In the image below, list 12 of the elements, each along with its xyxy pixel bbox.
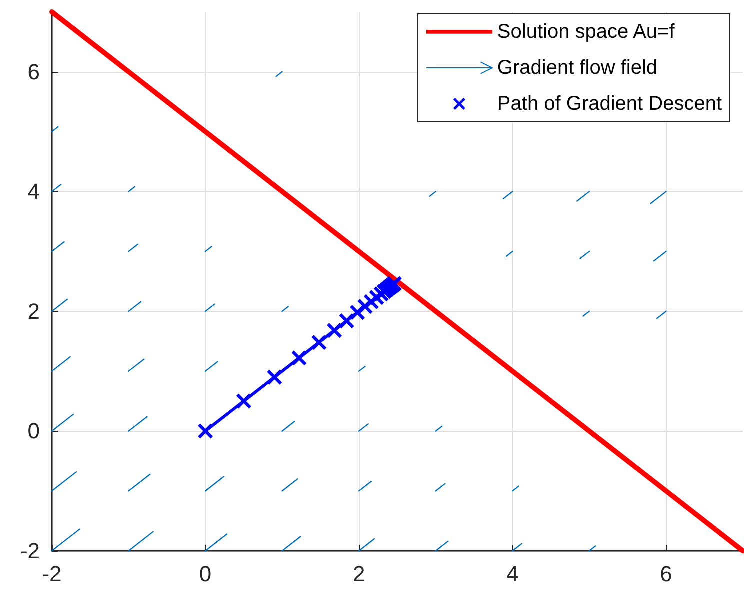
y-tick-label: -2: [20, 538, 40, 564]
y-tick-label: 6: [28, 59, 40, 84]
y-tick-label: 0: [28, 418, 40, 444]
x-tick-label: 2: [352, 562, 366, 586]
x-tick-label: 0: [199, 562, 212, 586]
y-tick-label: 4: [28, 179, 40, 204]
legend-label: Gradient flow field: [497, 57, 658, 79]
x-tick-label: 6: [660, 562, 672, 586]
legend-label: Solution space Au=f: [497, 21, 676, 43]
x-tick-label: 4: [506, 562, 519, 586]
y-tick-label: 2: [28, 298, 40, 324]
legend-label: Path of Gradient Descent: [497, 93, 722, 115]
